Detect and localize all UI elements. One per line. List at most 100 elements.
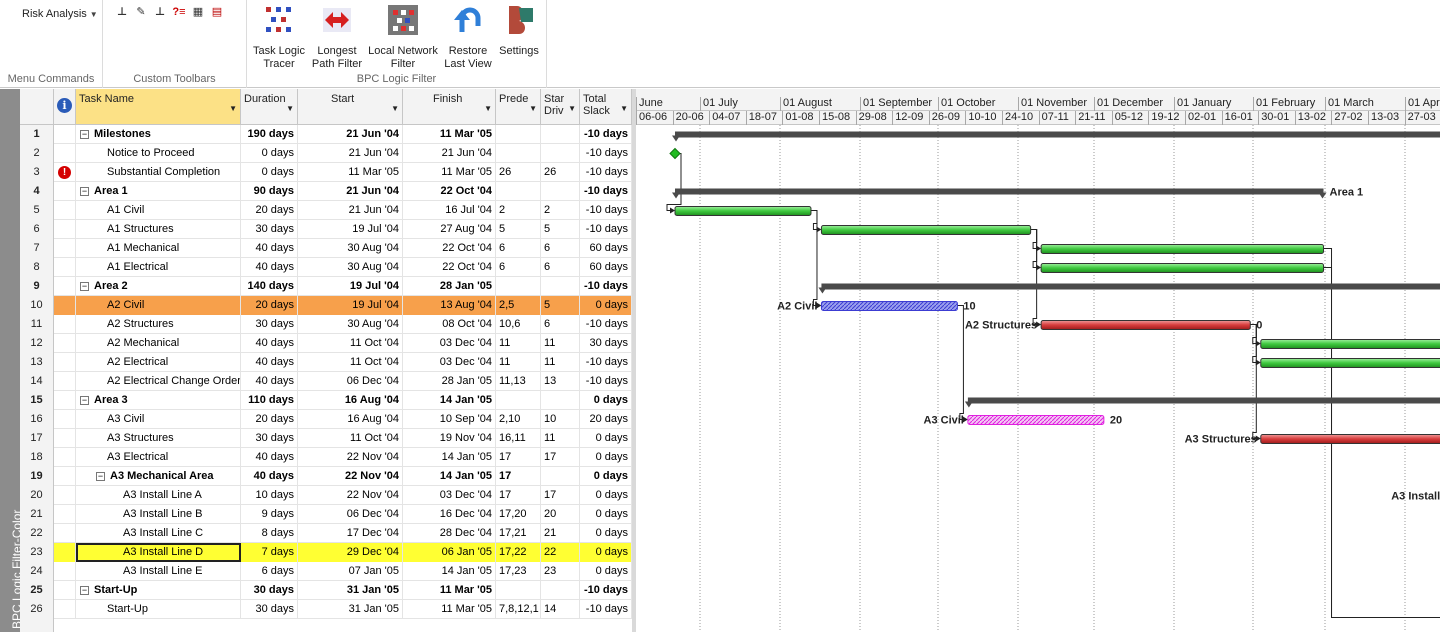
predecessors-cell[interactable]: 11,13 — [496, 372, 541, 391]
row-id[interactable]: 14 — [20, 372, 54, 391]
indicator-cell[interactable] — [54, 220, 76, 239]
total-slack-cell[interactable]: 0 days — [580, 486, 632, 505]
duration-cell[interactable]: 10 days — [241, 486, 298, 505]
dropdown-arrow-icon[interactable]: ▼ — [568, 104, 576, 113]
table-row[interactable]: 23 A3 Install Line D 7 days 29 Dec '04 06 Ja… — [20, 543, 632, 562]
task-logic-tracer-button[interactable]: Task Logic Tracer — [251, 4, 307, 71]
start-cell[interactable]: 29 Dec '04 — [298, 543, 403, 562]
question-icon[interactable]: ?≡ — [172, 6, 186, 18]
task-name-cell[interactable]: A3 Civil — [76, 410, 241, 429]
total-slack-cell[interactable]: 0 days — [580, 296, 632, 315]
start-driver-cell[interactable]: 5 — [541, 220, 580, 239]
row-id[interactable]: 22 — [20, 524, 54, 543]
task-name-cell[interactable]: A2 Electrical Change Order — [76, 372, 241, 391]
task-name-cell[interactable]: − Area 1 — [76, 182, 241, 201]
indicator-cell[interactable] — [54, 353, 76, 372]
predecessors-cell[interactable] — [496, 125, 541, 144]
duration-cell[interactable]: 20 days — [241, 410, 298, 429]
indicator-cell[interactable] — [54, 448, 76, 467]
indicator-cell[interactable] — [54, 581, 76, 600]
task-name-cell[interactable]: A2 Electrical — [76, 353, 241, 372]
task-name-cell[interactable]: A3 Install Line B — [76, 505, 241, 524]
table-row[interactable]: 17 A3 Structures 30 days 11 Oct '04 19 Nov '… — [20, 429, 632, 448]
predecessors-cell[interactable]: 2 — [496, 201, 541, 220]
indicator-cell[interactable] — [54, 467, 76, 486]
table-row[interactable]: 22 A3 Install Line C 8 days 17 Dec '04 28 De… — [20, 524, 632, 543]
total-slack-cell[interactable]: -10 days — [580, 182, 632, 201]
row-id[interactable]: 10 — [20, 296, 54, 315]
start-cell[interactable]: 16 Aug '04 — [298, 391, 403, 410]
table-row[interactable]: 26 Start-Up 30 days 31 Jan '05 11 Mar '05 7,8… — [20, 600, 632, 619]
finish-cell[interactable]: 22 Oct '04 — [403, 182, 496, 201]
start-cell[interactable]: 19 Jul '04 — [298, 277, 403, 296]
indicator-cell[interactable] — [54, 144, 76, 163]
total-slack-cell[interactable]: 0 days — [580, 467, 632, 486]
row-id[interactable]: 9 — [20, 277, 54, 296]
dropdown-arrow-icon[interactable]: ▼ — [484, 104, 492, 113]
start-cell[interactable]: 30 Aug '04 — [298, 239, 403, 258]
task-name-cell[interactable]: A3 Electrical — [76, 448, 241, 467]
predecessors-cell[interactable] — [496, 277, 541, 296]
task-name-cell[interactable]: − Start-Up — [76, 581, 241, 600]
dropdown-arrow-icon[interactable]: ▼ — [529, 104, 537, 113]
dropdown-arrow-icon[interactable]: ▼ — [391, 104, 399, 113]
start-driver-cell[interactable] — [541, 581, 580, 600]
finish-cell[interactable]: 27 Aug '04 — [403, 220, 496, 239]
total-slack-cell[interactable]: 60 days — [580, 239, 632, 258]
finish-cell[interactable]: 16 Dec '04 — [403, 505, 496, 524]
finish-cell[interactable]: 03 Dec '04 — [403, 353, 496, 372]
table-row[interactable]: 24 A3 Install Line E 6 days 07 Jan '05 14 Ja… — [20, 562, 632, 581]
start-cell[interactable]: 11 Oct '04 — [298, 334, 403, 353]
finish-cell[interactable]: 21 Jun '04 — [403, 144, 496, 163]
task-name-cell[interactable]: A3 Install Line E — [76, 562, 241, 581]
collapse-toggle-icon[interactable]: − — [80, 186, 89, 196]
row-id[interactable]: 12 — [20, 334, 54, 353]
start-cell[interactable]: 11 Oct '04 — [298, 429, 403, 448]
table-row[interactable]: 13 A2 Electrical 40 days 11 Oct '04 03 Dec '… — [20, 353, 632, 372]
indicator-cell[interactable]: ! — [54, 163, 76, 182]
total-slack-cell[interactable]: -10 days — [580, 201, 632, 220]
duration-cell[interactable]: 40 days — [241, 334, 298, 353]
start-cell[interactable]: 21 Jun '04 — [298, 125, 403, 144]
predecessors-cell[interactable]: 2,10 — [496, 410, 541, 429]
collapse-toggle-icon[interactable]: − — [80, 281, 89, 291]
predecessors-cell[interactable]: 6 — [496, 239, 541, 258]
table-row[interactable]: 7 A1 Mechanical 40 days 30 Aug '04 22 Oct '0… — [20, 239, 632, 258]
task-name-cell[interactable]: − Area 3 — [76, 391, 241, 410]
duration-cell[interactable]: 30 days — [241, 220, 298, 239]
duration-cell[interactable]: 190 days — [241, 125, 298, 144]
row-id[interactable]: 7 — [20, 239, 54, 258]
start-cell[interactable]: 21 Jun '04 — [298, 182, 403, 201]
total-slack-header[interactable]: Total Slack ▼ — [580, 89, 632, 125]
duration-cell[interactable]: 20 days — [241, 296, 298, 315]
indicator-cell[interactable] — [54, 600, 76, 619]
row-id[interactable]: 20 — [20, 486, 54, 505]
predecessors-cell[interactable]: 17,20 — [496, 505, 541, 524]
start-driver-cell[interactable]: 11 — [541, 429, 580, 448]
indicator-cell[interactable] — [54, 258, 76, 277]
task-name-cell[interactable]: − A3 Mechanical Area — [76, 467, 241, 486]
start-driver-cell[interactable] — [541, 391, 580, 410]
total-slack-cell[interactable]: -10 days — [580, 581, 632, 600]
row-id[interactable]: 17 — [20, 429, 54, 448]
finish-cell[interactable]: 14 Jan '05 — [403, 448, 496, 467]
predecessors-cell[interactable]: 17,23 — [496, 562, 541, 581]
task-name-cell[interactable]: A3 Install Line C — [76, 524, 241, 543]
start-cell[interactable]: 11 Mar '05 — [298, 163, 403, 182]
task-name-cell[interactable]: A2 Structures — [76, 315, 241, 334]
finish-cell[interactable]: 14 Jan '05 — [403, 467, 496, 486]
duration-cell[interactable]: 6 days — [241, 562, 298, 581]
finish-cell[interactable]: 16 Jul '04 — [403, 201, 496, 220]
predecessors-header[interactable]: Prede ▼ — [496, 89, 541, 125]
predecessors-cell[interactable]: 17 — [496, 448, 541, 467]
indicator-cell[interactable] — [54, 315, 76, 334]
duration-cell[interactable]: 40 days — [241, 467, 298, 486]
indicator-cell[interactable] — [54, 201, 76, 220]
start-driver-cell[interactable] — [541, 182, 580, 201]
table-row[interactable]: 8 A1 Electrical 40 days 30 Aug '04 22 Oct '0… — [20, 258, 632, 277]
row-id[interactable]: 2 — [20, 144, 54, 163]
start-driver-cell[interactable] — [541, 277, 580, 296]
duration-cell[interactable]: 30 days — [241, 600, 298, 619]
finish-cell[interactable]: 03 Dec '04 — [403, 334, 496, 353]
task-name-cell[interactable]: A3 Install Line A — [76, 486, 241, 505]
